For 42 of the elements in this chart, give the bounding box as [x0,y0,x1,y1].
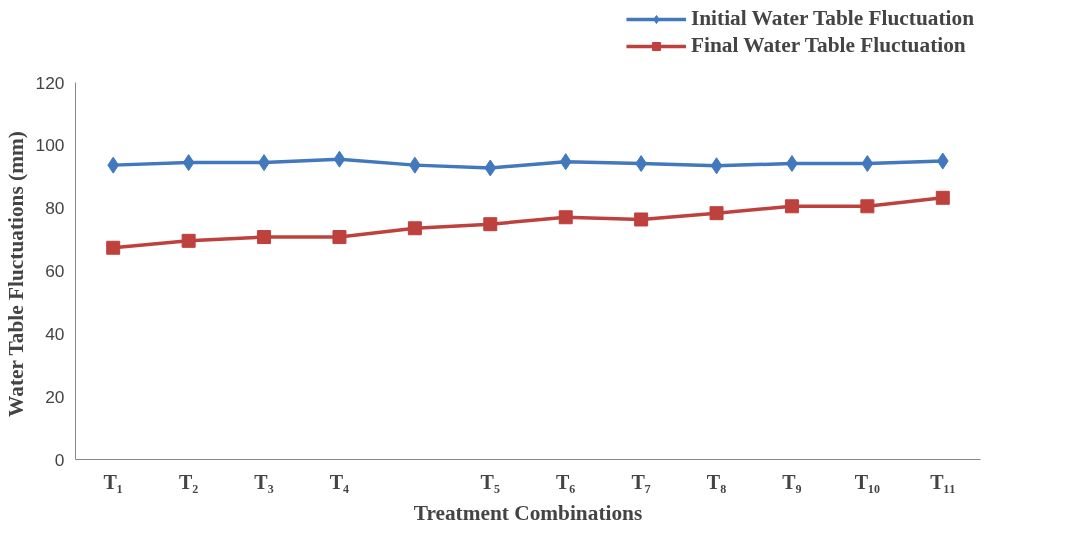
point [407,221,422,236]
point [483,217,498,232]
x-tick-label: T₇ [631,470,651,493]
y-tick-label: 40 [45,323,65,344]
point [558,210,573,225]
x-tick-label: T₃ [254,470,274,493]
point [936,152,949,170]
point [182,154,195,172]
point [784,199,799,214]
y-tick-label: 120 [35,72,65,93]
point [107,156,120,174]
x-tick-label: T₈ [706,470,727,493]
x-tick-label: T₄ [329,470,350,493]
point [181,233,196,248]
x-tick-label: T₁ [103,470,123,493]
y-tick-label: 0 [54,449,65,470]
x-tick-label: T₅ [480,470,500,493]
y-axis-title: Water Table Fluctuations (mm) [3,131,28,417]
point [257,230,272,245]
point [709,206,724,221]
legend-label: Final Water Table Fluctuation [690,33,966,58]
point [861,155,874,173]
point [935,190,950,205]
x-axis-title: Treatment Combinations [413,500,643,525]
point [710,157,723,175]
point [860,199,875,214]
point [634,212,649,227]
x-tick-label: T₉ [782,470,802,493]
legend-label: Initial Water Table Fluctuation [690,6,974,31]
point [484,159,497,177]
x-tick-label: T₁₁ [930,470,956,493]
y-tick-label: 60 [45,261,65,281]
point [559,153,572,171]
y-tick-label: 80 [45,198,65,219]
point [106,240,121,255]
x-tick-label: T₁₀ [854,470,881,493]
x-tick-label: T₂ [178,470,199,493]
y-tick-label: 100 [35,135,65,156]
point [333,150,346,168]
point [332,230,347,245]
x-tick-label: T₆ [556,470,576,493]
y-tick-label: 20 [45,386,65,407]
